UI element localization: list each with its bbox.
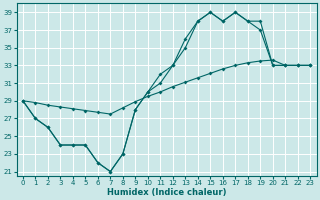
X-axis label: Humidex (Indice chaleur): Humidex (Indice chaleur)	[107, 188, 226, 197]
